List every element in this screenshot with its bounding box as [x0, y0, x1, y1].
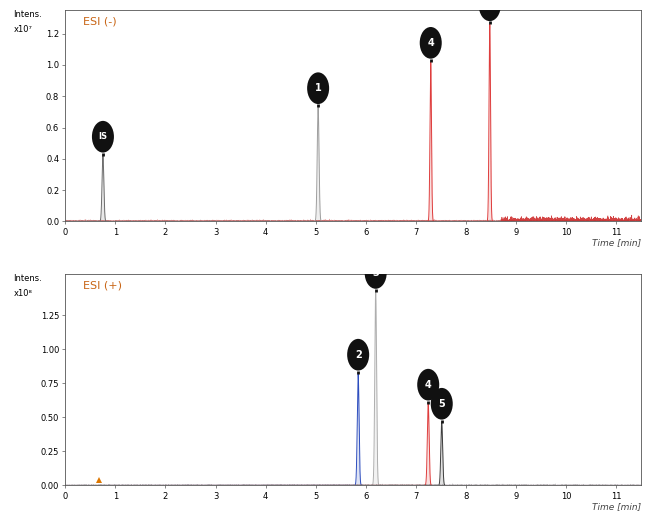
Ellipse shape: [479, 0, 501, 21]
Ellipse shape: [365, 257, 387, 289]
Text: Time [min]: Time [min]: [592, 502, 641, 511]
Text: x10⁸: x10⁸: [14, 289, 33, 298]
Text: 4: 4: [427, 38, 434, 48]
Ellipse shape: [417, 369, 439, 401]
Text: Intens.: Intens.: [14, 10, 43, 19]
Ellipse shape: [431, 388, 453, 420]
Text: 1: 1: [315, 83, 322, 93]
Text: IS: IS: [99, 132, 107, 141]
Text: 3: 3: [372, 268, 379, 278]
Ellipse shape: [92, 121, 114, 153]
Ellipse shape: [347, 339, 369, 370]
Text: x10⁷: x10⁷: [14, 25, 33, 34]
Text: ESI (-): ESI (-): [82, 16, 116, 27]
Text: 6: 6: [487, 1, 493, 10]
Ellipse shape: [307, 73, 329, 104]
Text: ESI (+): ESI (+): [82, 281, 122, 291]
Text: 5: 5: [438, 399, 445, 409]
Text: 4: 4: [425, 380, 432, 390]
Text: Time [min]: Time [min]: [592, 238, 641, 247]
Ellipse shape: [420, 27, 441, 59]
Text: Intens.: Intens.: [14, 274, 43, 283]
Text: 2: 2: [354, 350, 362, 360]
